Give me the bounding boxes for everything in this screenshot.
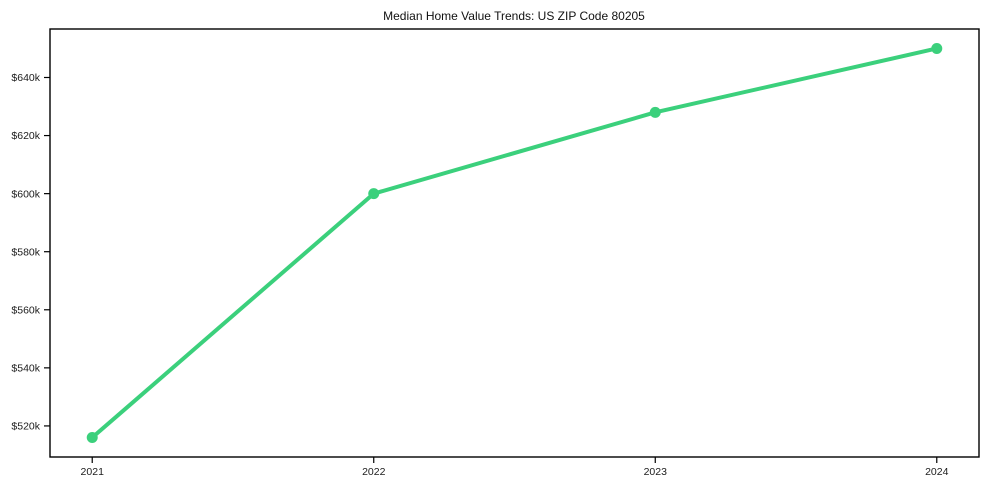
y-tick-label: $620k (11, 130, 40, 142)
x-tick-label: 2023 (644, 466, 668, 478)
data-point-marker (86, 432, 98, 444)
chart-title: Median Home Value Trends: US ZIP Code 80… (383, 9, 645, 23)
trend-line (90, 46, 939, 440)
y-tick-label: $580k (11, 246, 40, 258)
x-tick-label: 2024 (925, 466, 949, 478)
y-tick-label: $520k (11, 421, 40, 433)
data-point-marker (649, 106, 661, 118)
data-point-marker (368, 188, 380, 200)
plot-area: $520k $540k $560k $580k $600k $620k $640k 2021 2… (11, 28, 980, 478)
plot-frame (49, 28, 980, 458)
y-tick-label: $560k (11, 304, 40, 316)
x-tick-label: 2022 (362, 466, 386, 478)
y-tick-label: $600k (11, 188, 40, 200)
data-point-marker (931, 42, 943, 54)
x-tick-label: 2021 (81, 466, 105, 478)
y-tick-label: $540k (11, 363, 40, 375)
y-tick-label: $640k (11, 72, 40, 84)
